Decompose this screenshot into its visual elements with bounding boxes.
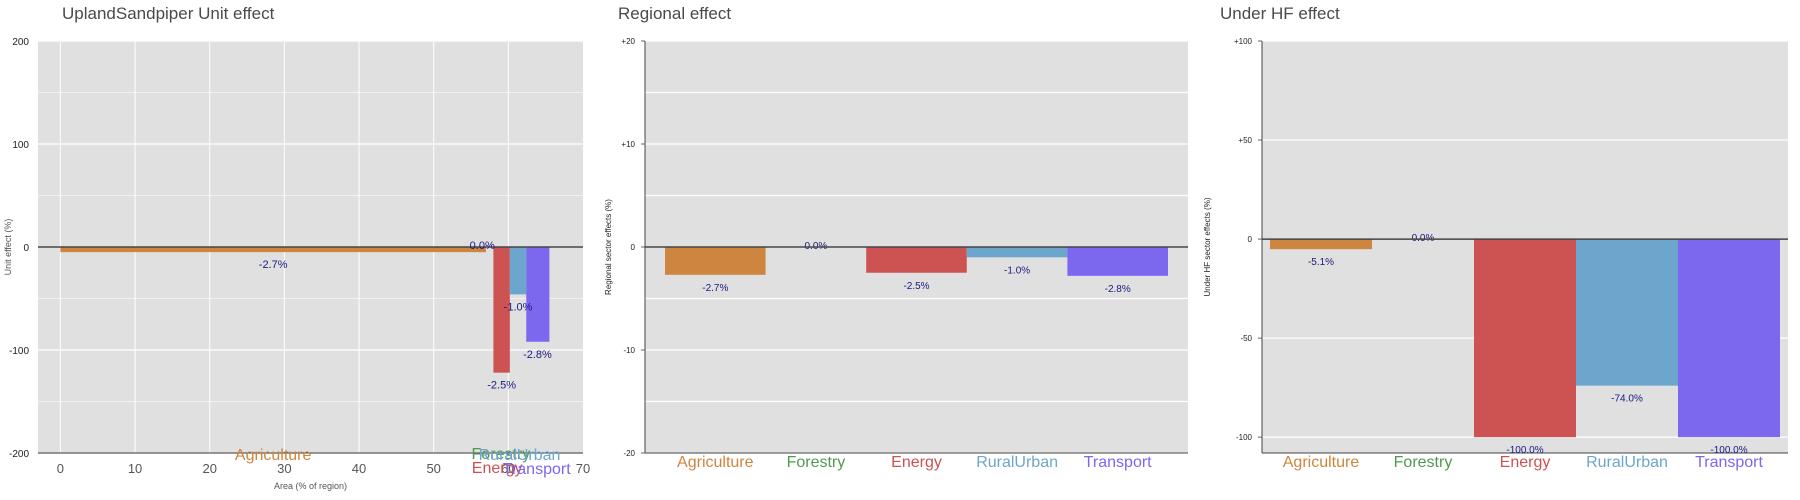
x-tick-label: 70	[576, 461, 590, 476]
category-label-forestry: Forestry	[1394, 454, 1453, 471]
x-tick-label: 40	[352, 461, 366, 476]
unit-effect-chart: 200 100 0 -100 -200 0 10 20 30 40 50 60 70 Area (% of…	[3, 37, 590, 491]
bar-transport	[1678, 239, 1780, 438]
category-label-agriculture: Agriculture	[677, 454, 754, 471]
data-label: -100.0%	[1710, 445, 1747, 456]
category-label-ruralurban: RuralUrban	[1586, 454, 1668, 471]
category-label-energy: Energy	[891, 454, 942, 471]
bar-ruralurban	[1576, 239, 1678, 386]
y-tick-label: +20	[621, 37, 635, 46]
category-label-energy: Energy	[472, 460, 523, 477]
bar-transport	[526, 247, 550, 342]
bar-ruralurban	[966, 247, 1068, 258]
y-tick-label: +100	[1234, 37, 1253, 46]
bar-energy	[866, 247, 967, 273]
category-label-forestry: Forestry	[472, 446, 531, 463]
y-tick-label: -200	[9, 449, 29, 460]
y-tick-label: 200	[12, 37, 29, 48]
under-hf-effect-chart: +100 +50 0 -50 -100 Under HF sector effects (…	[1203, 37, 1788, 471]
y-axis-label: Under HF sector effects (%)	[1203, 197, 1212, 296]
bar-energy	[493, 247, 510, 373]
y-tick-label: +10	[621, 140, 635, 149]
y-tick-label: 0	[23, 243, 29, 254]
y-tick-label: -10	[623, 346, 635, 355]
data-label: -1.0%	[1004, 265, 1030, 276]
y-tick-label: 100	[12, 140, 29, 151]
y-tick-label: -100	[9, 346, 29, 357]
y-tick-label: 0	[631, 243, 636, 252]
regional-effect-panel: Regional effect +20 +10 0 -10 -20 Regional se…	[600, 0, 1200, 500]
data-label: -2.5%	[903, 281, 929, 292]
y-tick-label: +50	[1238, 136, 1252, 145]
bar-ruralurban	[509, 247, 527, 295]
x-tick-label: 50	[426, 461, 440, 476]
category-label-agriculture: Agriculture	[1283, 454, 1360, 471]
category-label-transport: Transport	[1084, 454, 1152, 471]
y-tick-label: -50	[1240, 334, 1252, 343]
data-label: -2.8%	[523, 349, 552, 361]
y-tick-label: -20	[623, 449, 635, 458]
y-axis-label: Unit effect (%)	[3, 219, 13, 276]
x-tick-label: 20	[202, 461, 216, 476]
regional-effect-title: Regional effect	[618, 4, 732, 23]
x-tick-label: 60	[501, 461, 515, 476]
data-label: -2.7%	[259, 259, 288, 271]
x-tick-label: 30	[277, 461, 291, 476]
bar-energy	[1474, 239, 1576, 438]
data-label: -5.1%	[1308, 257, 1334, 268]
under-hf-effect-title: Under HF effect	[1220, 4, 1340, 23]
bar-agriculture	[60, 247, 486, 253]
bar-transport	[1067, 247, 1168, 276]
category-label-energy: Energy	[1500, 454, 1551, 471]
category-label-ruralurban: RuralUrban	[976, 454, 1058, 471]
category-label-transport: Transport	[503, 461, 571, 478]
data-label: -100.0%	[1506, 445, 1543, 456]
y-axis-label: Regional sector effects (%)	[604, 199, 613, 295]
data-label: -1.0%	[504, 301, 533, 313]
bar-agriculture	[665, 247, 766, 275]
data-label: -2.7%	[702, 283, 728, 294]
regional-effect-chart: +20 +10 0 -10 -20 Regional sector effects (%)…	[604, 37, 1188, 471]
x-tick-label: 0	[57, 461, 64, 476]
y-tick-label: -100	[1236, 433, 1253, 442]
data-label: -2.8%	[1105, 284, 1131, 295]
under-hf-effect-panel: Under HF effect +100 +50 0 -50 -100 Under HF …	[1200, 0, 1800, 500]
category-label-ruralurban: RuralUrban	[479, 447, 561, 464]
category-label-forestry: Forestry	[787, 454, 846, 471]
x-tick-label: 10	[128, 461, 142, 476]
y-tick-label: 0	[1248, 235, 1253, 244]
unit-effect-title: UplandSandpiper Unit effect	[62, 4, 275, 23]
bar-agriculture	[1270, 239, 1372, 250]
data-label: -2.5%	[487, 380, 516, 392]
data-label: 0.0%	[470, 240, 495, 252]
category-label-transport: Transport	[1695, 454, 1763, 471]
unit-effect-panel: UplandSandpiper Unit effect 200 100 0 -100-…	[0, 0, 600, 500]
data-label: -74.0%	[1611, 394, 1643, 405]
category-label-agriculture: Agriculture	[235, 447, 312, 464]
x-axis-label: Area (% of region)	[274, 481, 347, 491]
